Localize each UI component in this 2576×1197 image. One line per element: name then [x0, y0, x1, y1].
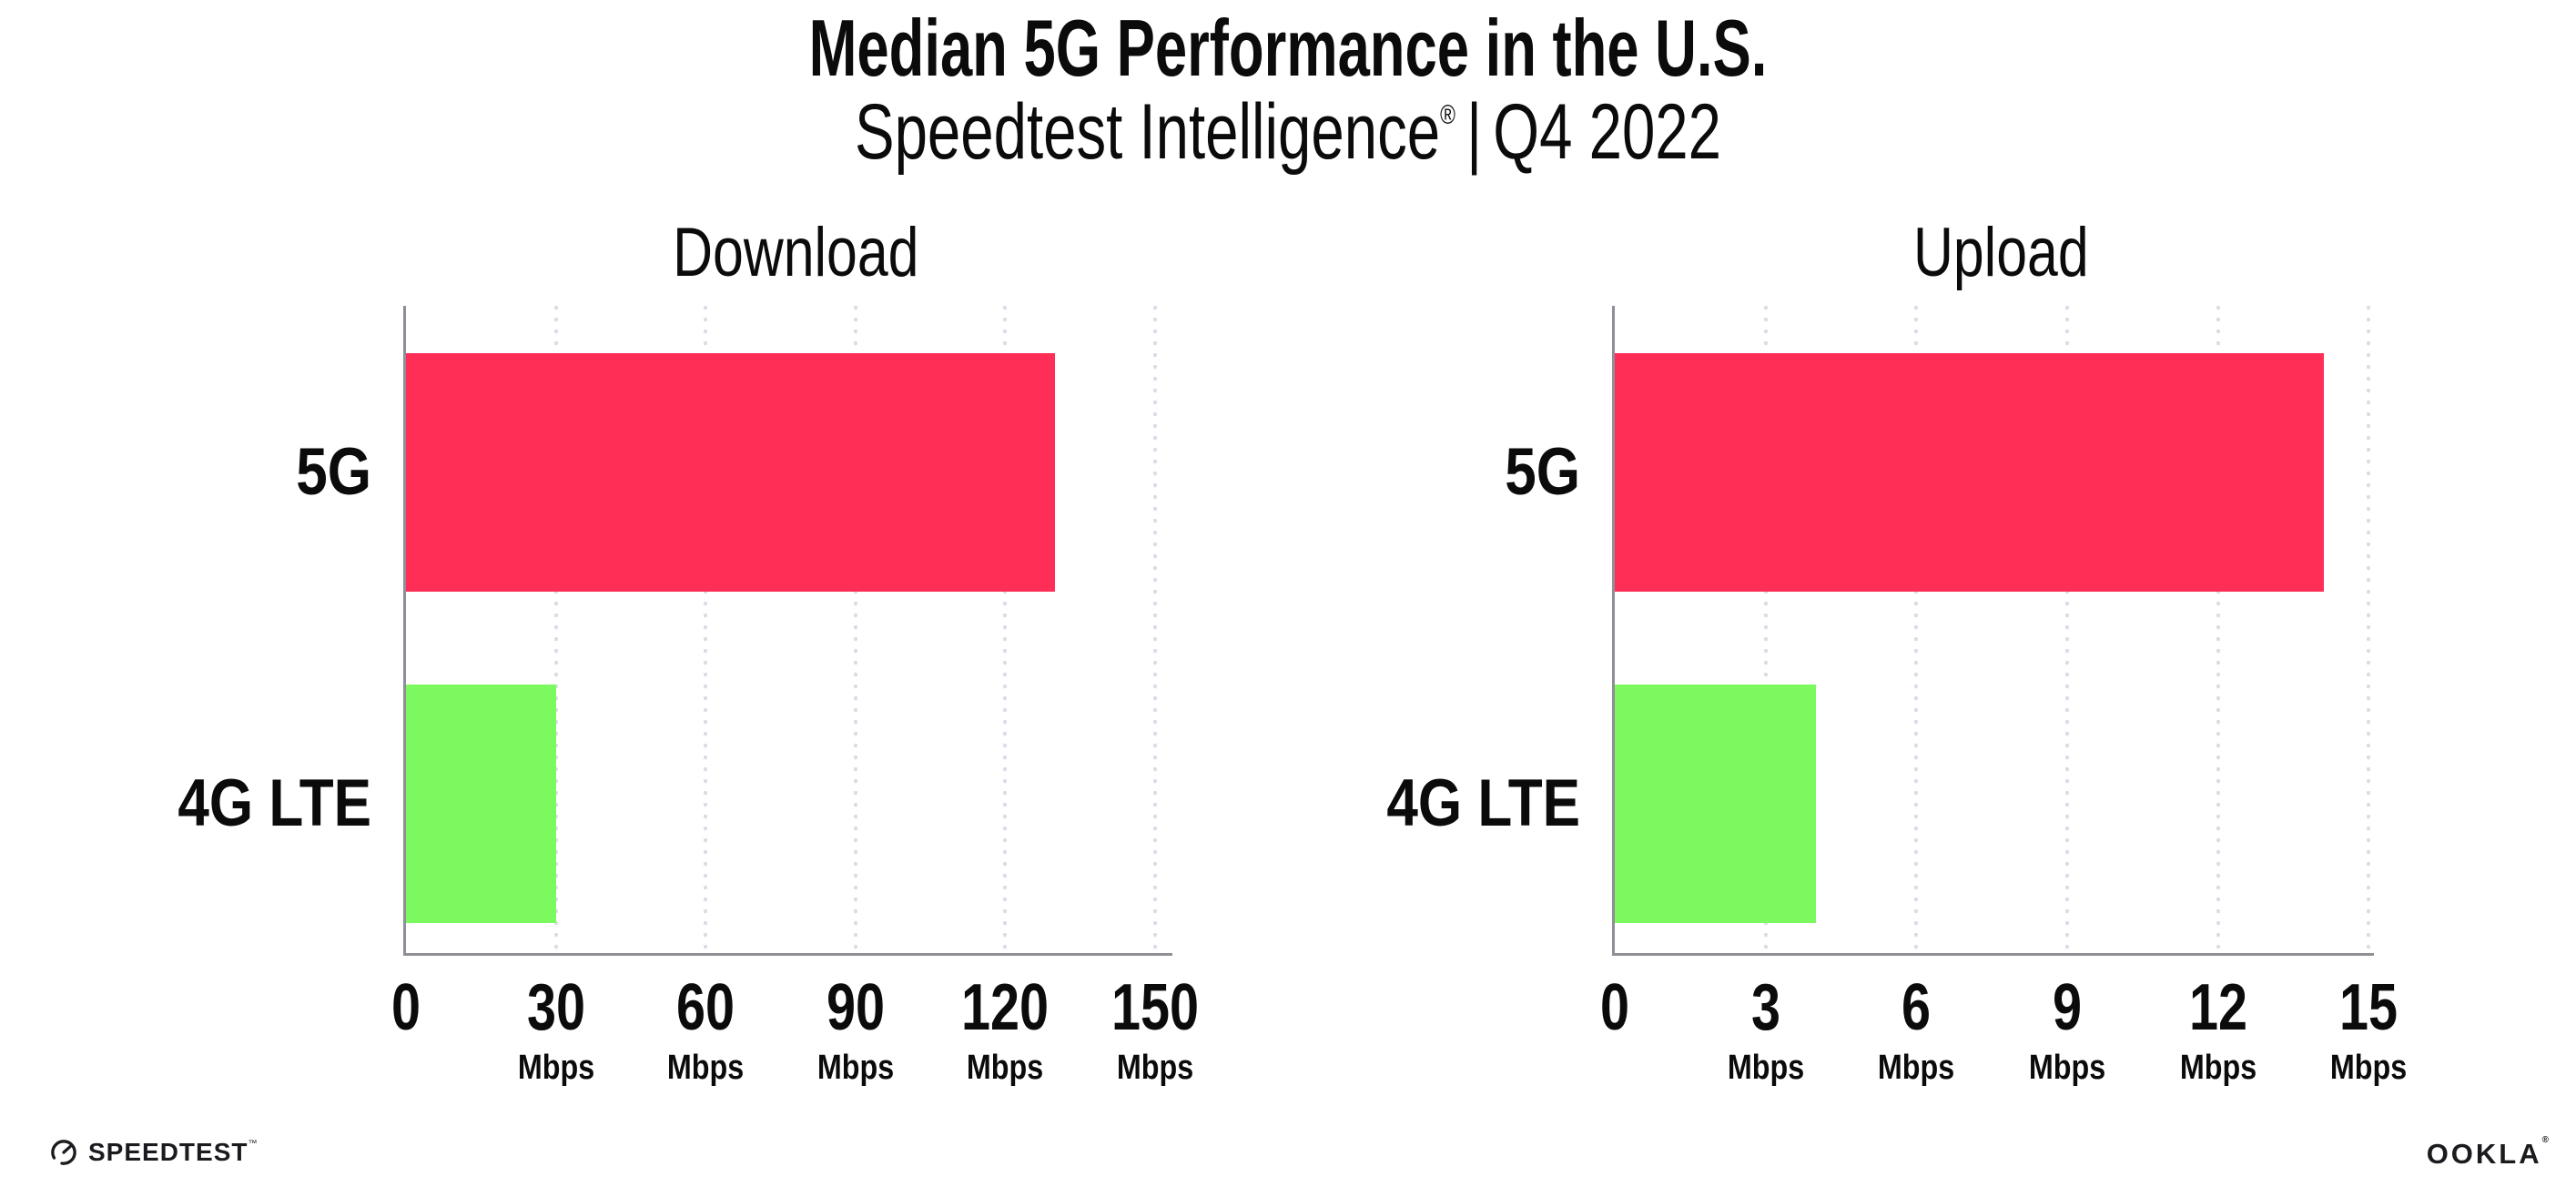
- x-tick-unit: Mbps: [1878, 1049, 1955, 1087]
- download-chart-title: Download: [673, 214, 919, 291]
- ookla-logo: OOKLA®: [2426, 1135, 2549, 1170]
- x-tick-unit: Mbps: [517, 1049, 594, 1087]
- category-label-5g: 5G: [1505, 435, 1580, 509]
- gridline: [1003, 306, 1008, 953]
- x-tick-value: 120: [961, 971, 1050, 1044]
- subtitle-separator: |: [1466, 88, 1483, 176]
- ookla-wordmark: OOKLA: [2426, 1138, 2542, 1170]
- x-tick-unit: Mbps: [967, 1049, 1044, 1087]
- x-tick-90: 90 Mbps: [810, 975, 900, 1088]
- category-label-4g-lte: 4G LTE: [177, 766, 371, 840]
- gridline: [853, 306, 857, 953]
- upload-chart-title: Upload: [1912, 214, 2089, 291]
- x-tick-150: 150 Mbps: [1100, 975, 1210, 1088]
- x-tick-unit: Mbps: [666, 1049, 745, 1087]
- bar-5g: [1615, 353, 2324, 592]
- x-tick-value: 90: [826, 971, 885, 1044]
- category-label-4g-lte: 4G LTE: [1386, 766, 1580, 840]
- x-tick-value: 30: [526, 971, 585, 1044]
- trademark-symbol: ™: [248, 1139, 258, 1149]
- x-tick-3: 3 Mbps: [1720, 975, 1810, 1088]
- x-tick-value: 15: [2339, 971, 2399, 1044]
- x-tick-60: 60 Mbps: [661, 975, 751, 1088]
- speedtest-gauge-icon: [51, 1140, 76, 1165]
- gridline: [2065, 306, 2070, 953]
- gridline: [704, 306, 708, 953]
- subtitle-brand: Speedtest Intelligence: [854, 88, 1441, 176]
- page-title: Median 5G Performance in the U.S.: [808, 3, 1768, 93]
- gridline: [2367, 306, 2371, 953]
- subtitle-period: Q4 2022: [1493, 88, 1722, 176]
- x-tick-value: 60: [676, 971, 735, 1044]
- x-tick-unit: Mbps: [1116, 1049, 1193, 1087]
- x-tick-6: 6 Mbps: [1871, 975, 1962, 1088]
- x-tick-value: 3: [1750, 971, 1780, 1044]
- registered-trademark-symbol: ®: [1440, 100, 1455, 131]
- x-tick-unit: Mbps: [816, 1049, 894, 1087]
- x-tick-unit: Mbps: [2330, 1049, 2408, 1087]
- x-tick-0: 0: [388, 975, 424, 1040]
- x-tick-9: 9 Mbps: [2022, 975, 2112, 1088]
- x-tick-value: 12: [2188, 971, 2247, 1044]
- x-tick-120: 120 Mbps: [950, 975, 1060, 1088]
- speedtest-wordmark: SPEEDTEST: [88, 1138, 248, 1166]
- x-tick-unit: Mbps: [1727, 1049, 1804, 1087]
- gridline: [553, 306, 558, 953]
- x-tick-15: 15 Mbps: [2324, 975, 2414, 1088]
- page-subtitle: Speedtest Intelligence® | Q4 2022: [309, 91, 2267, 173]
- speedtest-logo: SPEEDTEST ™: [49, 1138, 257, 1167]
- x-tick-12: 12 Mbps: [2173, 975, 2263, 1088]
- bar-5g: [406, 353, 1056, 592]
- gridline: [1152, 306, 1157, 953]
- x-tick-value: 150: [1111, 971, 1199, 1044]
- gridline: [2216, 306, 2220, 953]
- bar-4g-lte: [406, 685, 556, 923]
- x-tick-value: 0: [1599, 971, 1630, 1044]
- x-tick-value: 9: [2053, 971, 2083, 1044]
- category-label-5g: 5G: [296, 435, 371, 509]
- x-tick-unit: Mbps: [2179, 1049, 2257, 1087]
- x-tick-0: 0: [1597, 975, 1633, 1040]
- x-tick-value: 0: [390, 971, 421, 1044]
- gridline: [1914, 306, 1919, 953]
- bar-4g-lte: [1615, 685, 1816, 923]
- gridline: [1763, 306, 1768, 953]
- x-tick-unit: Mbps: [2028, 1049, 2106, 1087]
- ookla-registered-symbol: ®: [2541, 1134, 2549, 1145]
- download-plot: 5G 4G LTE 0 30 Mbps 60 Mbps 90 Mbps 120 Mbps 150 Mbp…: [177, 306, 1199, 1087]
- x-tick-30: 30 Mbps: [511, 975, 601, 1088]
- upload-plot: 5G 4G LTE 0 3 Mbps 6 Mbps 9 Mbps 12 Mbps 15 Mbps: [1386, 306, 2408, 1087]
- x-tick-value: 6: [1902, 971, 1932, 1044]
